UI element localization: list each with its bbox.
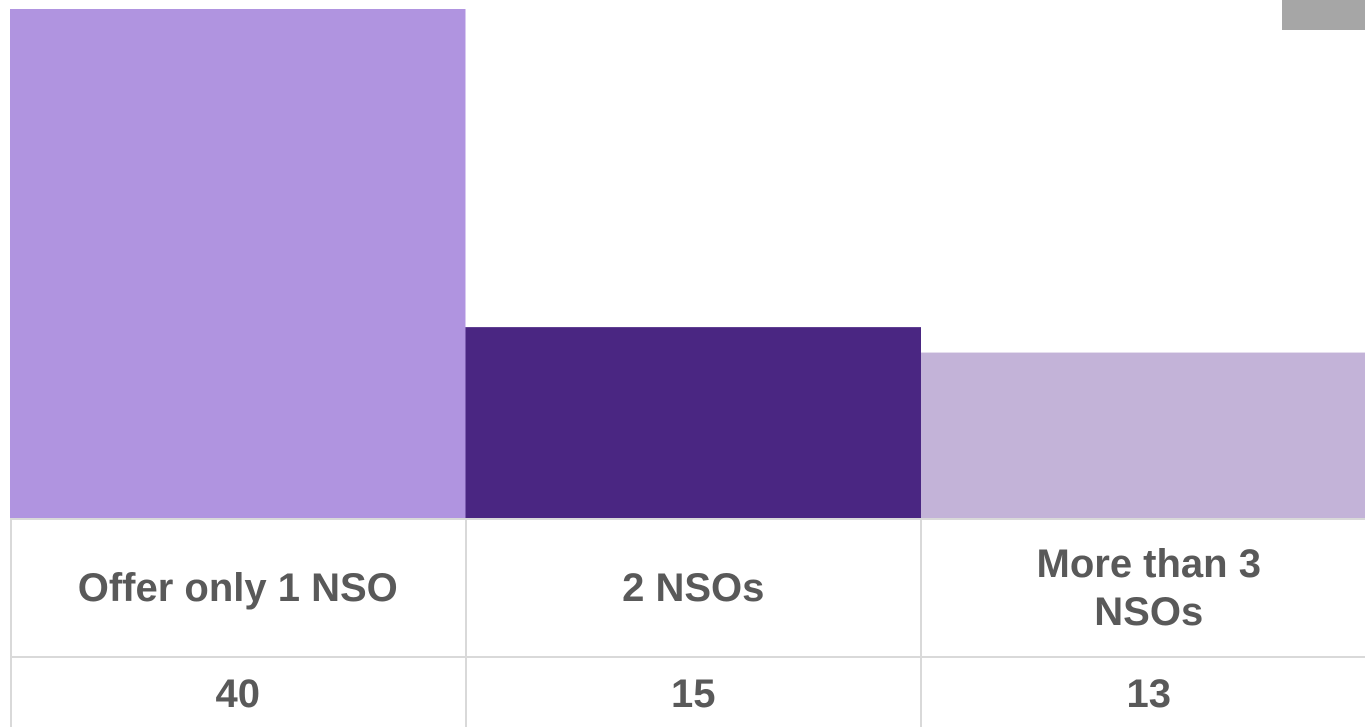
value-label-cell: 15 [466, 658, 922, 727]
category-label-cell: More than 3 NSOs [921, 519, 1365, 657]
category-label-cell: 2 NSOs [466, 519, 922, 657]
value-label-cell: 13 [921, 658, 1365, 727]
value-label: 15 [671, 672, 716, 716]
category-label-cell: Offer only 1 NSO [10, 519, 466, 657]
bar [465, 327, 921, 518]
legend-key [1282, 0, 1365, 30]
category-label: 2 NSOs [622, 566, 765, 610]
table-lines [10, 518, 1365, 727]
category-label: Offer only 1 NSO [77, 566, 398, 610]
bar [921, 352, 1365, 518]
value-label: 40 [215, 672, 261, 716]
category-label: More than 3 NSOs [1036, 542, 1261, 634]
value-label: 13 [1126, 672, 1172, 716]
value-label-cell: 40 [10, 658, 466, 727]
bars [10, 9, 1365, 518]
bar [10, 9, 466, 518]
